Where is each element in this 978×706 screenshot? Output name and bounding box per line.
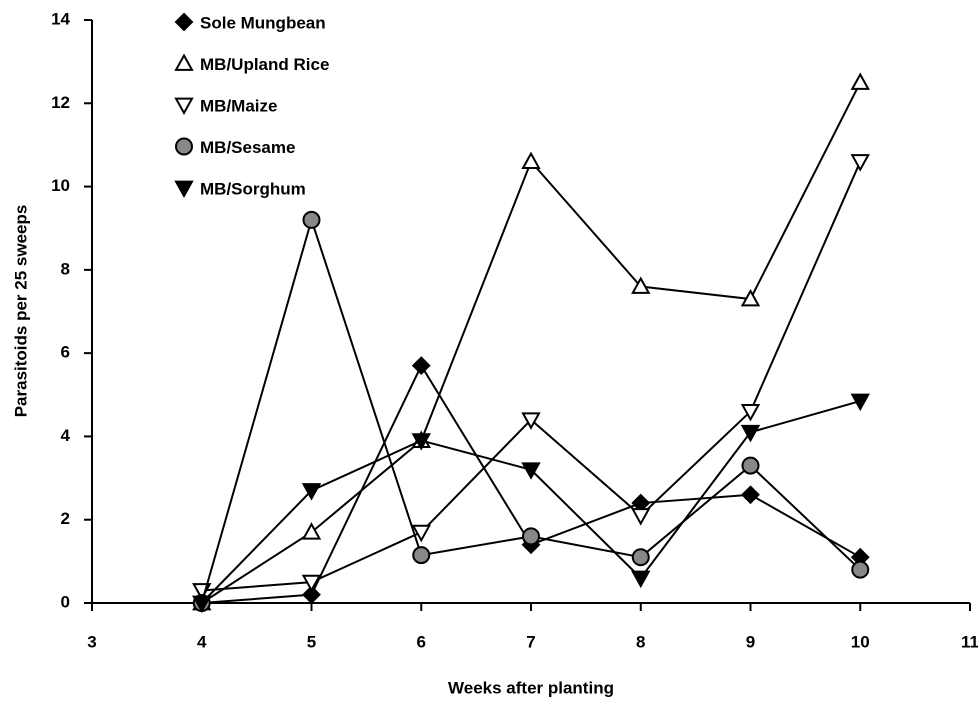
marker [412, 546, 431, 565]
legend-marker [174, 53, 194, 71]
marker [850, 393, 870, 412]
y-tick-label: 4 [61, 426, 71, 445]
x-tick-label: 5 [307, 632, 316, 651]
legend-label: MB/Upland Rice [200, 55, 329, 74]
legend-marker [174, 180, 194, 199]
x-tick-label: 10 [851, 632, 870, 651]
marker [301, 522, 322, 540]
marker [192, 595, 212, 614]
marker [521, 462, 541, 480]
marker [521, 412, 541, 430]
marker [740, 424, 761, 443]
x-tick-label: 3 [87, 632, 96, 651]
y-axis-label: Parasitoids per 25 sweeps [11, 205, 30, 418]
marker [521, 151, 541, 169]
marker [631, 508, 651, 526]
x-tick-label: 4 [197, 632, 207, 651]
marker [741, 485, 760, 505]
legend-label: Sole Mungbean [200, 13, 326, 32]
marker [411, 524, 431, 543]
y-tick-label: 10 [51, 176, 70, 195]
x-tick-label: 8 [636, 632, 645, 651]
marker [850, 72, 870, 90]
marker [631, 570, 651, 589]
x-tick-label: 11 [961, 632, 978, 651]
marker [301, 483, 322, 501]
x-tick-label: 7 [526, 632, 535, 651]
series-line [201, 161, 862, 592]
series-line [201, 363, 861, 604]
legend-label: MB/Sorghum [200, 179, 306, 198]
y-tick-label: 12 [51, 93, 70, 112]
x-axis-label: Weeks after planting [448, 678, 614, 697]
marker [740, 404, 761, 422]
legend-label: MB/Maize [200, 96, 277, 115]
y-tick-label: 0 [61, 592, 70, 611]
legend-marker [175, 137, 193, 156]
marker [850, 154, 870, 172]
y-tick-label: 14 [51, 9, 70, 28]
marker [631, 548, 650, 567]
marker [302, 210, 321, 229]
marker [740, 288, 761, 307]
marker [631, 276, 651, 294]
x-tick-label: 9 [746, 632, 755, 651]
marker [522, 527, 540, 546]
legend-marker [174, 97, 194, 116]
legend-marker [174, 12, 194, 32]
y-tick-label: 2 [61, 509, 70, 528]
legend-label: MB/Sesame [200, 138, 295, 157]
marker [411, 433, 431, 451]
marker [302, 585, 321, 605]
marker [411, 356, 431, 376]
marker [741, 456, 760, 475]
y-tick-label: 8 [61, 259, 70, 278]
x-tick-label: 6 [417, 632, 426, 651]
marker [851, 560, 870, 579]
marker [301, 574, 322, 593]
y-tick-label: 6 [61, 343, 70, 362]
